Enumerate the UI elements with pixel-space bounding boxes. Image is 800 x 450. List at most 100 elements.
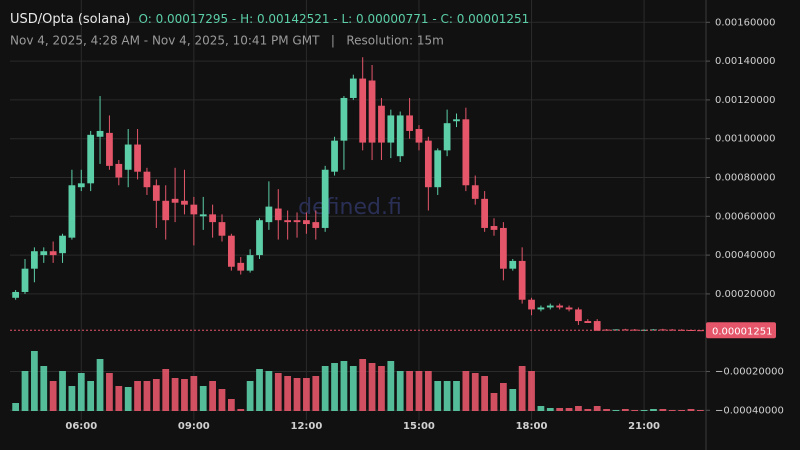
volume-bar (312, 376, 320, 411)
volume-bar (68, 386, 76, 411)
volume-bar (518, 366, 526, 411)
candle-body (406, 115, 413, 131)
volume-bar (274, 373, 282, 411)
volume-bar (471, 373, 479, 411)
volume-bar (378, 366, 385, 411)
candle-body (575, 309, 582, 322)
candle-body (87, 134, 95, 184)
x-tick-label: 18:00 (516, 421, 548, 432)
volume-bar (434, 381, 442, 411)
candle-body (650, 329, 657, 331)
candle-body (537, 307, 545, 310)
candle-body (303, 220, 310, 225)
volume-bar (575, 406, 582, 411)
volume-bar (218, 389, 226, 411)
volume-bar (621, 409, 629, 411)
candle-body (293, 220, 301, 223)
chart-title: USD/Opta (solana) (10, 12, 131, 27)
candle-body (209, 214, 216, 223)
y-tick-label: 0.00080000 (715, 173, 775, 184)
y-tick-label: 0.00160000 (715, 17, 775, 28)
candle-body (246, 255, 254, 271)
volume-bar (640, 410, 648, 411)
volume-bar (424, 371, 432, 411)
candle-body (500, 227, 507, 269)
volume-bar (77, 373, 85, 411)
volume-bar (612, 410, 620, 411)
volume-bar (12, 403, 20, 411)
volume-bar (87, 381, 95, 411)
candles (10, 57, 706, 332)
candle-body (284, 220, 292, 223)
candle-body (565, 307, 573, 310)
candle-body (696, 330, 704, 332)
y-tick-label: −0.00020000 (715, 367, 784, 378)
candle-body (40, 251, 48, 256)
volume-bar (59, 371, 66, 411)
candle-body (96, 130, 104, 137)
y-tick-label: 0.00020000 (715, 289, 775, 300)
candle-body (49, 251, 57, 256)
y-tick-label: 0.00040000 (715, 250, 775, 261)
axes: 0.00160000 0.00140000 0.00120000 0.00100000… (65, 17, 783, 432)
volume-bar (528, 371, 535, 411)
candle-body (68, 185, 76, 238)
x-tick-label: 15:00 (403, 421, 435, 432)
volume-bar (406, 371, 413, 411)
volume-bar (21, 371, 29, 411)
candle-body (424, 140, 432, 188)
volume-bar (462, 371, 470, 411)
volume-bar (227, 399, 235, 411)
volume-bar (443, 381, 451, 411)
y-tick-label: 0.00060000 (715, 211, 775, 222)
volume-bar (190, 376, 198, 411)
candle-body (678, 329, 685, 331)
candle-body (115, 163, 123, 178)
volume-bar (31, 351, 38, 411)
candle-body (640, 329, 648, 331)
volume-bar (171, 378, 179, 411)
volume-bar (546, 408, 554, 411)
candle-body (152, 185, 160, 201)
volume-bar (481, 376, 489, 411)
candle-body (162, 200, 170, 221)
candle-body (265, 206, 273, 223)
candle-body (12, 291, 20, 298)
volume-bar (303, 378, 310, 411)
candle-body (378, 105, 385, 143)
candle-body (181, 200, 188, 205)
volume-bar (631, 410, 639, 411)
volume-bar (162, 369, 170, 411)
candle-body (199, 214, 207, 217)
y-tick-label: −0.00040000 (715, 405, 784, 416)
candle-body (171, 198, 179, 203)
volume-bar (556, 408, 564, 411)
candle-body (621, 329, 629, 331)
volume-bar (593, 406, 601, 411)
volume-bar (584, 409, 592, 411)
candle-body (321, 169, 329, 228)
volume-bar (331, 363, 338, 411)
volume-bar (40, 366, 48, 411)
volume-bar (246, 381, 254, 411)
volume-bar (124, 387, 132, 411)
candle-body (349, 78, 357, 98)
volume-bars (12, 351, 704, 411)
volume-bar (199, 386, 207, 411)
candle-body (312, 222, 320, 228)
candle-body (509, 260, 517, 269)
candle-body (556, 305, 564, 308)
volume-bar (134, 381, 141, 411)
volume-bar (265, 371, 273, 411)
volume-bar (387, 361, 395, 411)
candle-body (518, 260, 526, 300)
volume-bar (368, 363, 376, 411)
candle-body (21, 268, 29, 292)
volume-bar (509, 389, 517, 411)
volume-bar (659, 409, 667, 411)
last-price-box (706, 322, 776, 339)
candle-body (443, 123, 451, 151)
candle-body (396, 115, 404, 157)
candle-body (256, 220, 263, 256)
y-tick-label: 0.00120000 (715, 95, 775, 106)
